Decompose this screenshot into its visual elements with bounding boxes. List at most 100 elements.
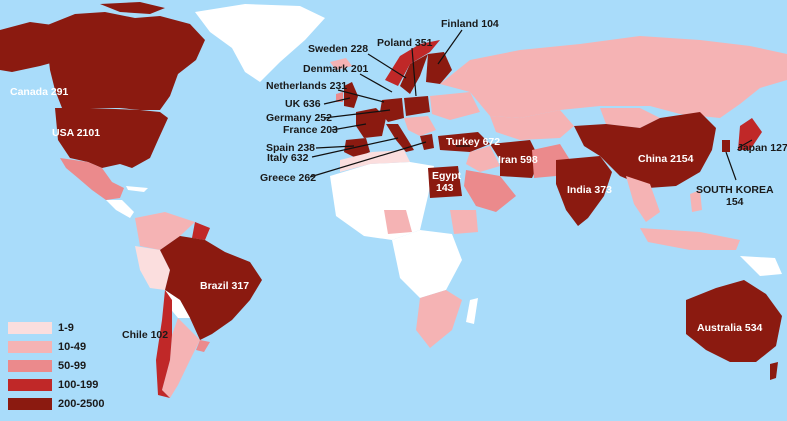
label-italy: Italy 632 — [267, 152, 309, 164]
mexico — [60, 158, 124, 200]
new-zealand — [770, 362, 778, 380]
canada — [45, 12, 205, 110]
leader-uk — [323, 97, 351, 105]
legend-swatch — [8, 378, 52, 391]
iran — [490, 140, 540, 178]
legend-label: 200-2500 — [58, 397, 105, 410]
leader-denmark — [359, 73, 393, 93]
leader-spain — [315, 145, 355, 149]
japan — [738, 118, 762, 150]
new-guinea — [740, 256, 782, 276]
philippines — [690, 190, 702, 212]
label-finland: Finland 104 — [441, 18, 499, 30]
label-china: China 2154 — [638, 153, 694, 165]
label-germany: Germany 252 — [266, 112, 332, 124]
germany — [380, 98, 404, 122]
label-poland: Poland 351 — [377, 37, 433, 49]
label-sweden: Sweden 228 — [308, 43, 368, 55]
madagascar — [466, 298, 478, 324]
legend-label: 100-199 — [58, 378, 99, 391]
central-africa — [392, 230, 462, 298]
legend-item: 200-2500 — [8, 394, 118, 413]
nigeria — [384, 210, 412, 234]
greece — [420, 134, 434, 150]
legend-item: 50-99 — [8, 356, 118, 375]
leader-south-korea — [725, 151, 737, 181]
label-spain: Spain 238 — [266, 142, 315, 154]
peru-ecuador — [135, 246, 170, 290]
colombia-venezuela — [135, 212, 195, 250]
label-greece: Greece 262 — [260, 172, 316, 184]
label-chile: Chile 102 — [122, 329, 168, 341]
legend-label: 50-99 — [58, 359, 87, 372]
australia — [686, 280, 782, 362]
legend-item: 100-199 — [8, 375, 118, 394]
label-brazil: Brazil 317 — [200, 280, 249, 292]
poland — [404, 96, 430, 116]
label-egypt-name: Egypt — [432, 170, 462, 182]
leader-sweden — [367, 53, 407, 79]
label-egypt-value: 143 — [436, 182, 454, 194]
iceland — [330, 58, 352, 70]
uruguay — [196, 340, 210, 352]
label-iran: Iran 598 — [498, 154, 538, 166]
legend-item: 1-9 — [8, 318, 118, 337]
central-america — [106, 200, 134, 218]
legend-label: 1-9 — [58, 321, 74, 334]
leader-france — [331, 123, 367, 131]
guianas — [192, 222, 210, 240]
leader-netherlands — [337, 89, 385, 103]
label-turkey: Turkey 672 — [446, 136, 500, 148]
legend-swatch — [8, 359, 52, 372]
label-usa: USA 2101 — [52, 127, 100, 139]
label-france: France 203 — [283, 124, 338, 136]
label-japan: Japan 127 — [737, 142, 787, 154]
russia — [440, 36, 787, 118]
label-uk: UK 636 — [285, 98, 321, 110]
label-india: India 373 — [567, 184, 612, 196]
china — [574, 112, 716, 188]
ukraine-belarus — [430, 92, 480, 120]
norway — [385, 40, 440, 86]
label-australia: Australia 534 — [697, 322, 763, 334]
usa — [55, 108, 168, 168]
kazakhstan — [490, 110, 574, 140]
argentina — [162, 318, 200, 398]
cuba — [126, 186, 148, 192]
leader-finland — [437, 29, 463, 65]
ethiopia — [450, 210, 478, 234]
leader-poland — [411, 47, 417, 97]
brazil — [160, 236, 262, 340]
label-canada: Canada 291 — [10, 86, 69, 98]
mongolia — [600, 108, 660, 128]
label-south-korea-name: SOUTH KOREA — [696, 184, 774, 196]
morocco-algeria-tunisia — [340, 150, 410, 172]
label-south-korea-value: 154 — [726, 196, 744, 208]
southern-africa — [416, 290, 462, 348]
turkey — [438, 132, 490, 152]
leader-germany — [323, 109, 391, 119]
legend-swatch — [8, 340, 52, 353]
canada-arctic-islands — [100, 2, 165, 14]
finland — [426, 52, 452, 84]
leader-italy — [311, 137, 399, 158]
southeast-asia — [626, 176, 660, 222]
uk — [344, 82, 358, 108]
chile — [156, 290, 172, 398]
france — [356, 108, 386, 138]
legend: 1-9 10-49 50-99 100-199 200-2500 — [8, 318, 118, 413]
legend-label: 10-49 — [58, 340, 87, 353]
leader-greece — [309, 141, 427, 178]
bolivia-paraguay — [165, 290, 190, 318]
balkans — [404, 116, 436, 136]
greenland — [195, 4, 325, 82]
leader-japan — [737, 139, 753, 149]
indonesia — [640, 228, 740, 250]
saudi-arabia — [464, 170, 516, 212]
south-korea — [722, 140, 730, 152]
syria-iraq — [466, 146, 500, 172]
egypt — [428, 166, 462, 198]
legend-swatch — [8, 321, 52, 334]
label-netherlands: Netherlands 231 — [266, 80, 347, 92]
